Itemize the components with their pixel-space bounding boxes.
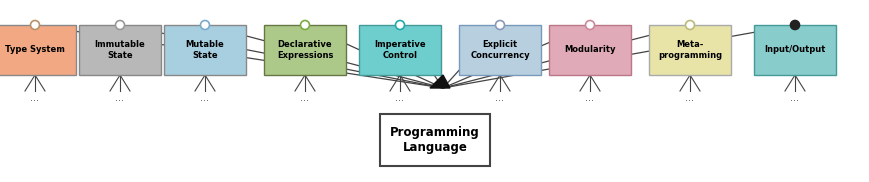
Text: Immutable
State: Immutable State: [95, 40, 145, 60]
Text: ...: ...: [495, 93, 504, 103]
Text: Explicit
Concurrency: Explicit Concurrency: [469, 40, 529, 60]
Text: Type System: Type System: [5, 46, 65, 54]
FancyBboxPatch shape: [380, 114, 489, 166]
FancyBboxPatch shape: [164, 25, 246, 75]
Text: ...: ...: [116, 93, 124, 103]
Circle shape: [585, 21, 594, 29]
Circle shape: [790, 21, 799, 29]
Circle shape: [495, 21, 504, 29]
Text: Declarative
Expressions: Declarative Expressions: [276, 40, 333, 60]
Text: Programming
Language: Programming Language: [389, 126, 480, 154]
FancyBboxPatch shape: [0, 25, 76, 75]
Text: ...: ...: [790, 93, 799, 103]
FancyBboxPatch shape: [548, 25, 630, 75]
Text: Mutable
State: Mutable State: [185, 40, 224, 60]
Text: Input/Output: Input/Output: [764, 46, 825, 54]
Text: Modularity: Modularity: [564, 46, 615, 54]
FancyBboxPatch shape: [359, 25, 441, 75]
Text: Meta-
programming: Meta- programming: [657, 40, 721, 60]
Text: ...: ...: [30, 93, 39, 103]
Circle shape: [685, 21, 693, 29]
Text: ...: ...: [200, 93, 209, 103]
Circle shape: [200, 21, 209, 29]
Circle shape: [116, 21, 124, 29]
Text: ...: ...: [395, 93, 404, 103]
Circle shape: [300, 21, 309, 29]
FancyBboxPatch shape: [648, 25, 730, 75]
Text: ...: ...: [585, 93, 594, 103]
Text: ...: ...: [300, 93, 309, 103]
Text: Imperative
Control: Imperative Control: [374, 40, 425, 60]
Polygon shape: [429, 75, 449, 88]
Circle shape: [395, 21, 404, 29]
Circle shape: [30, 21, 39, 29]
FancyBboxPatch shape: [263, 25, 346, 75]
FancyBboxPatch shape: [753, 25, 835, 75]
FancyBboxPatch shape: [79, 25, 161, 75]
FancyBboxPatch shape: [459, 25, 541, 75]
Text: ...: ...: [685, 93, 693, 103]
